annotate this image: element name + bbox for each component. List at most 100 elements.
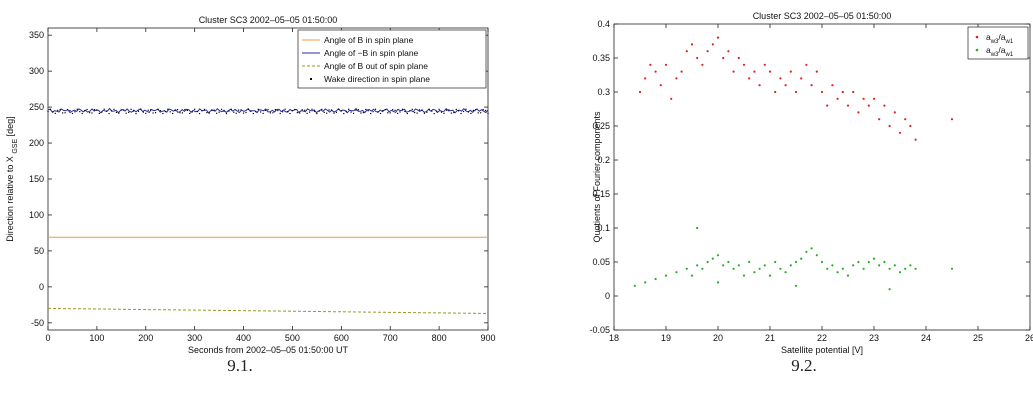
y-tick-label: 50 — [34, 246, 44, 256]
scatter-point — [904, 267, 907, 270]
y-axis-label-unit: [deg] — [5, 116, 15, 139]
scatter-point — [742, 63, 746, 66]
wake-point — [445, 109, 448, 111]
wake-point — [475, 109, 477, 111]
wake-point — [84, 110, 86, 112]
wake-point — [411, 108, 413, 111]
wake-point — [206, 111, 208, 114]
scatter-point — [716, 36, 720, 39]
wake-point — [365, 108, 367, 111]
scatter-point — [810, 84, 813, 87]
scatter-point — [716, 254, 720, 257]
wake-point — [450, 112, 452, 114]
chart-title: Cluster SC3 2002–05–05 01:50:00 — [199, 15, 338, 25]
wake-point — [296, 112, 298, 114]
scatter-point — [675, 271, 678, 274]
x-axis-label: Satellite potential [V] — [781, 345, 863, 355]
x-tick-label: 26 — [1025, 333, 1033, 343]
wake-point — [355, 109, 357, 111]
wake-point — [220, 108, 223, 110]
wake-point — [152, 112, 154, 114]
x-tick-label: 20 — [713, 333, 723, 343]
wake-point — [382, 109, 384, 112]
wake-point — [467, 111, 470, 113]
wake-point — [120, 109, 122, 111]
scatter-point — [805, 250, 808, 253]
y-tick-label: 0.4 — [597, 19, 610, 29]
y-tick-label: 0.35 — [592, 53, 610, 63]
wake-point — [240, 109, 242, 111]
wake-point — [426, 111, 428, 113]
x-tick-label: 200 — [138, 333, 153, 343]
scatter-point — [872, 257, 876, 260]
wake-point — [284, 108, 286, 110]
wake-point — [118, 112, 120, 114]
legend-marker — [975, 35, 979, 39]
scatter-point — [732, 267, 735, 270]
wake-point — [348, 108, 350, 110]
scatter-point — [914, 267, 917, 270]
scatter-point — [815, 70, 818, 73]
scatter-point — [763, 63, 766, 66]
wake-point — [367, 110, 369, 112]
wake-point — [443, 112, 445, 114]
wake-point — [335, 111, 338, 113]
scatter-point — [846, 274, 850, 277]
wake-point — [374, 108, 377, 110]
wake-point — [272, 112, 274, 114]
scatter-point — [737, 56, 740, 60]
scatter-point — [696, 264, 699, 267]
legend-label: aw3/aw1 — [986, 32, 1014, 45]
x-tick-label: 25 — [973, 333, 983, 343]
wake-point — [54, 112, 56, 115]
wake-point — [135, 112, 137, 115]
wake-point — [211, 109, 213, 111]
legend-label-sub2: w1 — [1005, 39, 1014, 45]
wake-point — [247, 108, 250, 111]
wake-point — [401, 108, 404, 110]
legend-box — [297, 29, 487, 89]
wake-point — [338, 108, 340, 110]
y-tick-label: 300 — [29, 66, 44, 76]
scatter-point — [758, 267, 761, 270]
wake-point — [96, 109, 98, 111]
wake-point — [159, 110, 162, 112]
wake-point — [438, 108, 440, 110]
wake-point — [360, 112, 362, 114]
wake-point — [389, 112, 391, 114]
wake-point — [306, 112, 308, 114]
wake-point — [406, 112, 408, 115]
wake-point — [262, 112, 264, 115]
scatter-point — [779, 267, 782, 270]
wake-point — [57, 109, 59, 111]
scatter-point — [768, 274, 772, 277]
wake-point — [462, 110, 465, 113]
wake-point — [257, 108, 259, 110]
scatter-point — [670, 97, 673, 100]
wake-point — [66, 108, 69, 111]
wake-point — [238, 109, 240, 111]
wake-point — [218, 111, 220, 113]
wake-point — [277, 109, 279, 112]
scatter-point — [883, 260, 886, 264]
series-green-points — [633, 226, 954, 291]
x-tick-label: 100 — [89, 333, 104, 343]
wake-point — [264, 109, 267, 111]
wake-point — [88, 112, 91, 114]
x-tick-label: 300 — [187, 333, 202, 343]
wake-point — [132, 110, 135, 112]
scatter-point — [820, 90, 824, 94]
x-tick-label: 600 — [334, 333, 349, 343]
scatter-point — [706, 260, 709, 264]
wake-point — [423, 112, 426, 114]
wake-point — [414, 111, 416, 114]
wake-point — [460, 112, 462, 115]
wake-point — [101, 111, 103, 113]
scatter-point — [893, 264, 896, 267]
scatter-point — [789, 264, 792, 267]
legend-label: Angle of −B in spin plane — [324, 48, 419, 58]
legend-label-sep: /a — [998, 45, 1005, 55]
scatter-point — [685, 50, 688, 53]
legend-label: Angle of B out of spin plane — [324, 61, 428, 71]
legend-label-main: a — [986, 32, 991, 42]
